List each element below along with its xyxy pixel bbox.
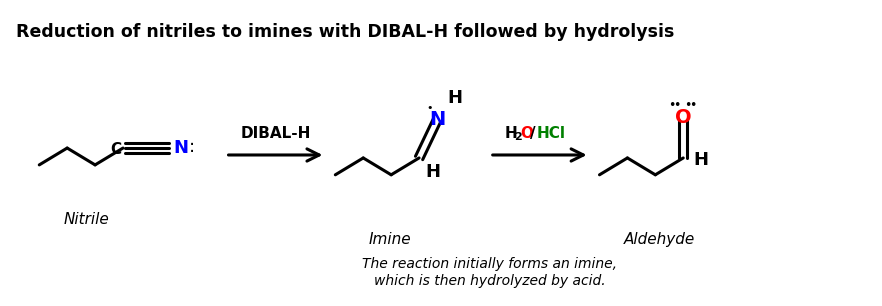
Text: Nitrile: Nitrile bbox=[64, 212, 109, 227]
Text: •: • bbox=[427, 103, 433, 114]
Text: /: / bbox=[530, 126, 535, 141]
Text: •: • bbox=[684, 99, 691, 112]
Text: •: • bbox=[690, 99, 697, 112]
Text: H: H bbox=[425, 163, 440, 181]
Text: O: O bbox=[519, 126, 533, 141]
Text: Imine: Imine bbox=[369, 232, 412, 247]
Text: :: : bbox=[189, 138, 195, 156]
Text: Reduction of nitriles to imines with DIBAL-H followed by hydrolysis: Reduction of nitriles to imines with DIB… bbox=[17, 23, 675, 41]
Text: N: N bbox=[174, 139, 189, 157]
Text: N: N bbox=[429, 110, 445, 129]
Text: 2: 2 bbox=[514, 132, 521, 142]
Text: O: O bbox=[675, 108, 691, 127]
Text: DIBAL-H: DIBAL-H bbox=[240, 126, 310, 141]
Text: Aldehyde: Aldehyde bbox=[624, 232, 695, 247]
Text: H: H bbox=[505, 126, 518, 141]
Text: H: H bbox=[447, 89, 462, 107]
Text: •: • bbox=[669, 99, 676, 112]
Text: H: H bbox=[693, 151, 708, 169]
Text: •: • bbox=[674, 99, 681, 112]
Text: HCl: HCl bbox=[537, 126, 565, 141]
Text: C: C bbox=[110, 142, 121, 157]
Text: which is then hydrolyzed by acid.: which is then hydrolyzed by acid. bbox=[374, 274, 606, 288]
Text: The reaction initially forms an imine,: The reaction initially forms an imine, bbox=[363, 257, 617, 271]
